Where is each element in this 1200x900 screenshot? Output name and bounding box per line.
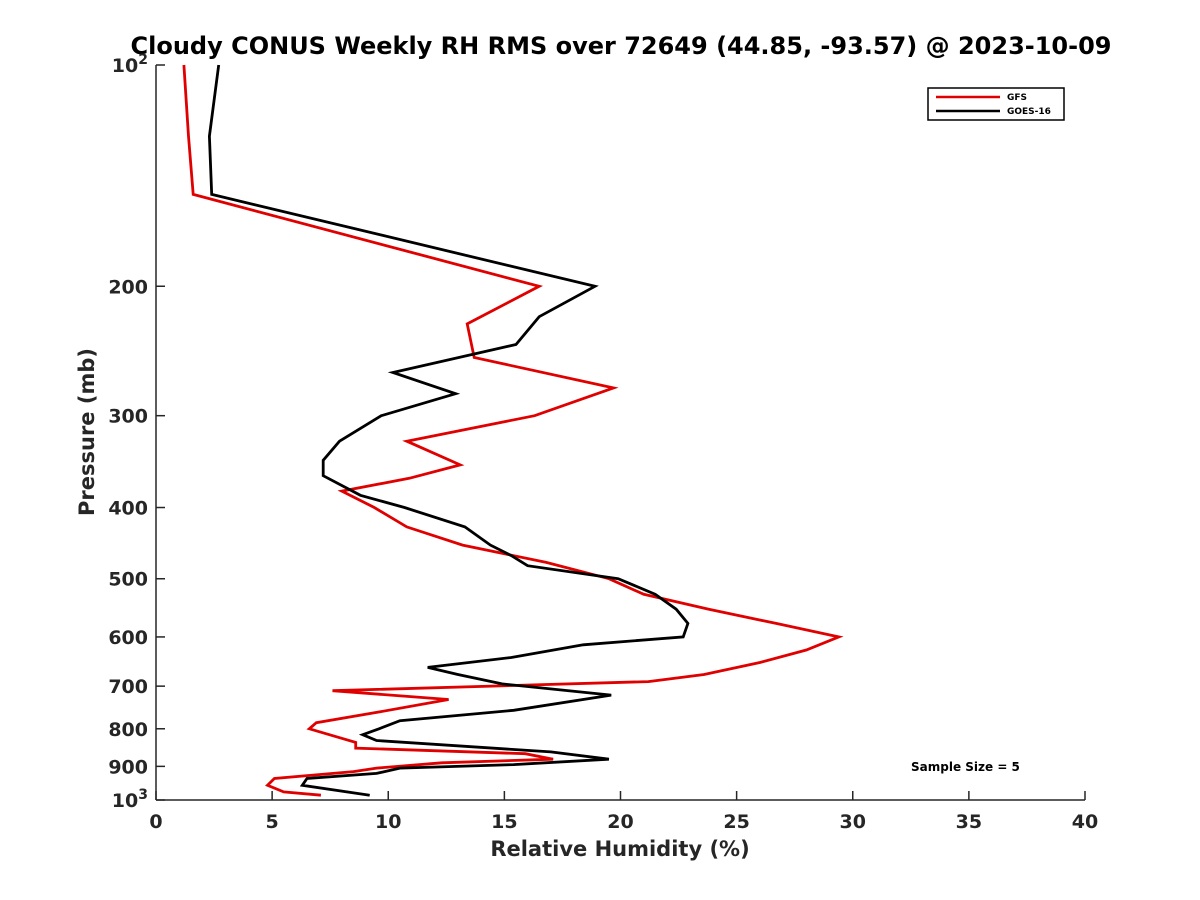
series-line-gfs bbox=[182, 64, 844, 797]
chart-title: Cloudy CONUS Weekly RH RMS over 72649 (4… bbox=[131, 32, 1112, 60]
x-tick-label-30: 30 bbox=[840, 811, 866, 833]
legend-entries: GFS GOES-16 bbox=[936, 93, 1051, 117]
legend: GFS GOES-16 bbox=[927, 87, 1065, 121]
x-tick-label-15: 15 bbox=[491, 811, 517, 833]
x-tick-label-20: 20 bbox=[607, 811, 633, 833]
x-tick-label-0: 0 bbox=[149, 811, 162, 833]
y-tick-label-700: 700 bbox=[108, 676, 148, 698]
y-tick-label-200: 200 bbox=[108, 276, 148, 298]
series-line-goes-16 bbox=[207, 64, 690, 797]
plot-area: 0 5 10 15 20 25 30 35 40102200300400500600700800… bbox=[108, 52, 1098, 833]
x-axis-label: Relative Humidity (%) bbox=[490, 837, 749, 861]
y-tick-label-800: 800 bbox=[108, 719, 148, 741]
y-tick-label-300: 300 bbox=[108, 406, 148, 428]
plot-background bbox=[156, 65, 1085, 800]
legend-box bbox=[927, 87, 1065, 121]
x-tick-label-10: 10 bbox=[375, 811, 401, 833]
x-tick-label-35: 35 bbox=[956, 811, 982, 833]
y-axis-label: Pressure (mb) bbox=[75, 348, 99, 516]
x-tick-label-40: 40 bbox=[1072, 811, 1098, 833]
sample-size-annotation: Sample Size = 5 bbox=[911, 760, 1020, 774]
legend-label-gfs: GFS bbox=[1007, 93, 1027, 103]
series-layer bbox=[182, 64, 844, 797]
x-tick-label-5: 5 bbox=[266, 811, 279, 833]
legend-label-goes-16: GOES-16 bbox=[1007, 107, 1051, 117]
y-tick-label-600: 600 bbox=[108, 627, 148, 649]
y-tick-label-500: 500 bbox=[108, 569, 148, 591]
y-tick-label-900: 900 bbox=[108, 756, 148, 778]
axes-layer: 0 5 10 15 20 25 30 35 40102200300400500600700800… bbox=[108, 52, 1098, 833]
x-tick-label-25: 25 bbox=[723, 811, 749, 833]
y-tick-label-400: 400 bbox=[108, 498, 148, 520]
